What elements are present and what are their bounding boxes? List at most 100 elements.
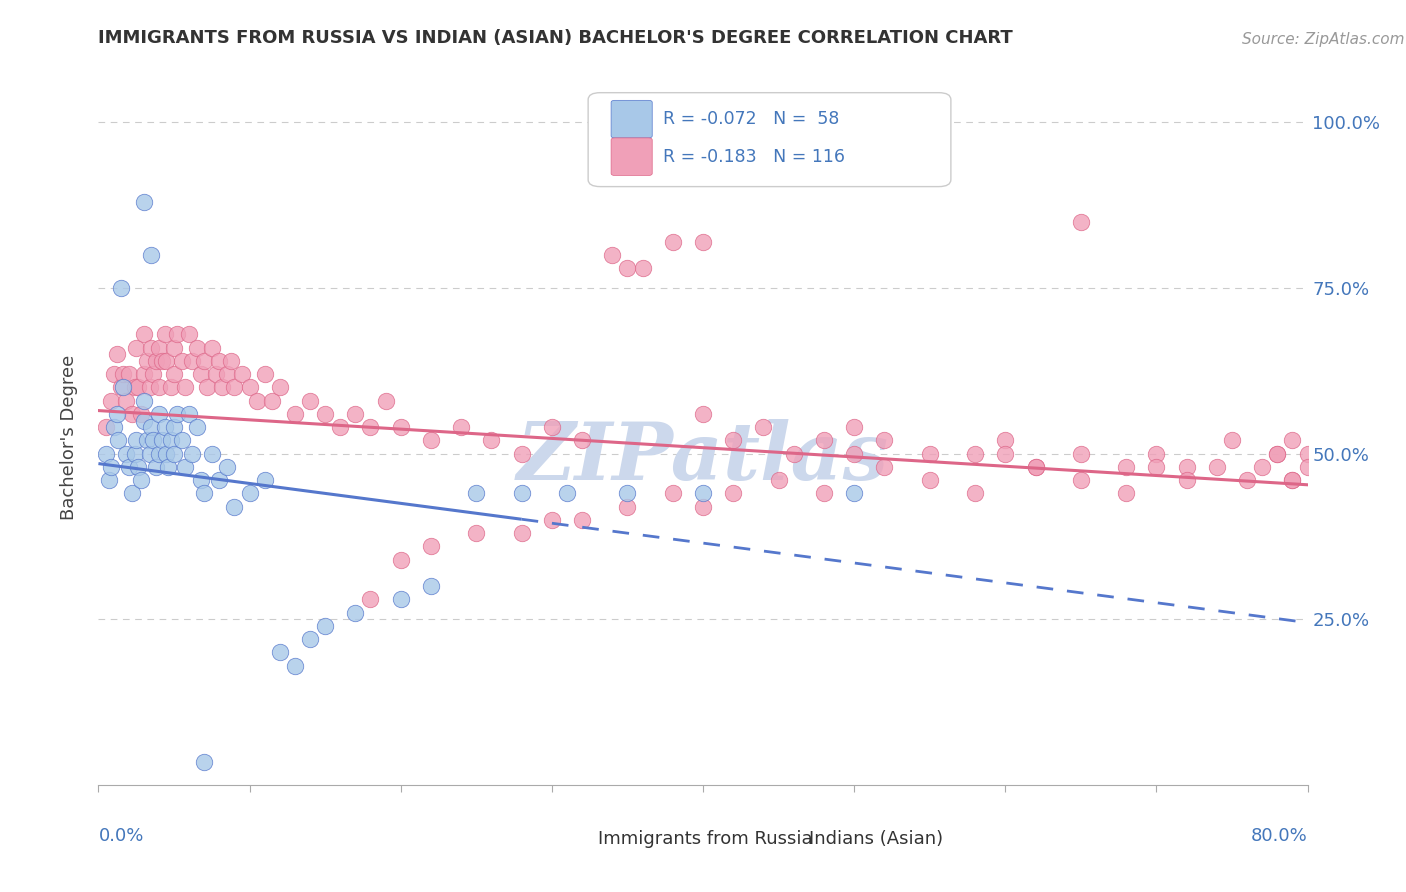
Point (1296, 459, 1319, 474)
Point (124, 447, 146, 461)
FancyBboxPatch shape (612, 138, 652, 176)
Point (1024, 459, 1046, 474)
Point (994, 434, 1017, 448)
Point (166, 327, 188, 342)
Point (118, 459, 141, 474)
Point (179, 407, 201, 421)
Point (262, 393, 284, 408)
Point (181, 354, 204, 368)
Text: 80.0%: 80.0% (1251, 827, 1308, 845)
Point (299, 393, 322, 408)
Point (148, 407, 170, 421)
Point (150, 354, 173, 368)
Point (616, 500, 638, 514)
Text: R = -0.183   N = 116: R = -0.183 N = 116 (664, 148, 845, 166)
Point (1175, 459, 1198, 474)
Point (1281, 473, 1303, 487)
Point (156, 459, 179, 474)
Point (465, 526, 488, 541)
Point (148, 341, 170, 355)
Point (105, 347, 128, 361)
Text: IMMIGRANTS FROM RUSSIA VS INDIAN (ASIAN) BACHELOR'S DEGREE CORRELATION CHART: IMMIGRANTS FROM RUSSIA VS INDIAN (ASIAN)… (98, 29, 1014, 47)
Point (246, 393, 269, 408)
Point (1220, 434, 1243, 448)
Point (153, 327, 176, 342)
Point (692, 235, 714, 249)
Point (692, 407, 714, 421)
Point (918, 473, 941, 487)
Point (94, 447, 117, 461)
Point (139, 447, 162, 461)
Point (994, 447, 1017, 461)
Point (181, 447, 204, 461)
Point (540, 513, 562, 527)
Point (253, 367, 276, 381)
Point (389, 420, 412, 434)
FancyBboxPatch shape (588, 93, 950, 186)
Point (602, 248, 624, 262)
Point (1267, 447, 1289, 461)
Point (103, 420, 125, 434)
Point (1144, 459, 1167, 474)
Point (148, 380, 170, 394)
Point (215, 367, 238, 381)
FancyBboxPatch shape (766, 833, 803, 856)
Point (118, 367, 141, 381)
Point (450, 420, 472, 434)
Point (105, 407, 128, 421)
Point (314, 619, 336, 633)
Point (141, 248, 163, 262)
Point (1115, 486, 1137, 500)
Point (284, 407, 307, 421)
Point (1070, 215, 1092, 229)
Point (100, 459, 122, 474)
Point (360, 592, 382, 607)
Point (145, 354, 167, 368)
Point (173, 459, 195, 474)
Point (132, 413, 155, 427)
Point (420, 434, 443, 448)
Point (616, 261, 638, 276)
Point (329, 420, 352, 434)
Text: Indians (Asian): Indians (Asian) (810, 830, 943, 848)
Point (166, 407, 188, 421)
Point (139, 380, 162, 394)
Point (224, 500, 246, 514)
Point (1024, 459, 1046, 474)
Point (844, 447, 866, 461)
Point (110, 380, 132, 394)
Point (160, 434, 183, 448)
FancyBboxPatch shape (612, 100, 652, 138)
Point (813, 486, 835, 500)
Point (135, 354, 157, 368)
Point (344, 407, 367, 421)
Point (1296, 447, 1319, 461)
Point (215, 459, 238, 474)
Point (571, 434, 593, 448)
Point (239, 486, 262, 500)
Point (723, 434, 745, 448)
Point (224, 380, 246, 394)
Point (965, 447, 987, 461)
Point (1206, 459, 1229, 474)
Point (141, 341, 163, 355)
Point (163, 447, 186, 461)
Point (110, 281, 132, 295)
Point (193, 354, 215, 368)
Text: R = -0.072   N =  58: R = -0.072 N = 58 (664, 110, 839, 128)
Point (374, 393, 396, 408)
Point (170, 434, 193, 448)
Point (103, 367, 125, 381)
Point (692, 486, 714, 500)
Point (142, 367, 165, 381)
Point (465, 486, 488, 500)
Point (125, 341, 148, 355)
Point (124, 380, 146, 394)
Point (389, 552, 412, 566)
Point (231, 367, 253, 381)
Point (193, 755, 215, 769)
Point (163, 420, 186, 434)
Point (389, 592, 412, 607)
Point (844, 420, 866, 434)
Point (201, 447, 224, 461)
